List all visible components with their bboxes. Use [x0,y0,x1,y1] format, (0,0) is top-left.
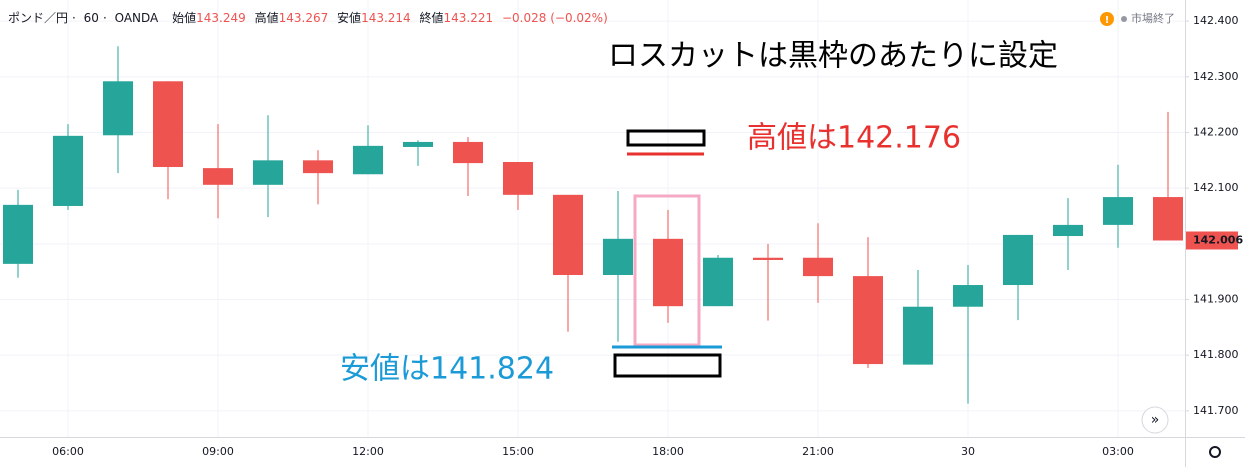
status-dot [1121,16,1127,22]
exchange: OANDA [115,11,159,25]
candle-body [1003,234,1033,286]
candle-body [853,276,883,365]
x-tick-label: 15:00 [502,445,534,458]
candle-body [103,81,133,136]
candle-body [403,141,433,147]
ohlc-label: 始値 [172,10,196,25]
x-tick-label: 18:00 [652,445,684,458]
candle-body [953,285,983,307]
candle-body [1103,197,1133,225]
ohlc-value: 143.267 [279,11,329,25]
ohlc-value: 143.221 [444,11,494,25]
candle-body [553,194,583,276]
candle-body [753,257,783,260]
scroll-button[interactable] [1141,406,1169,434]
y-tick-label: 142.300 [1193,70,1239,83]
chart-header: ポンド／円 · 60 · OANDA 始値143.249 高値143.267 安値1… [8,10,608,25]
ohlc-value: 143.214 [361,11,411,25]
x-tick-label: 21:00 [802,445,834,458]
change: −0.028 (−0.02%) [502,11,608,25]
candle-body [653,238,683,307]
y-tick-label: 142.200 [1193,125,1239,138]
candle-body [253,160,283,185]
candles [3,46,1183,404]
market-status: 市場終了 [1131,11,1175,25]
candle-body [153,81,183,168]
x-tick-label: 09:00 [202,445,234,458]
ohlc-label: 高値 [255,10,279,25]
x-tick-label: 06:00 [52,445,84,458]
last-price-tag [1186,231,1238,250]
separator: · [103,11,107,25]
annotation: 高値は142.176 [747,121,961,156]
stop-box [613,353,722,378]
y-tick-label: 142.400 [1193,14,1239,27]
y-tick-label: 142.100 [1193,181,1239,194]
candle-body [203,168,233,185]
candle-body [503,161,533,195]
separator: · [72,11,76,25]
highlight-box [633,194,701,347]
x-tick-label: 03:00 [1102,445,1134,458]
candle-body [703,257,733,307]
candle-body [1053,224,1083,237]
warning-mark: ! [1105,15,1110,26]
last-price-label: 142.006 [1193,233,1243,246]
candle-body [603,238,633,276]
candle-body [303,160,333,174]
symbol: ポンド／円 [8,11,68,25]
interval: 60 [84,11,99,25]
ohlc-value: 143.249 [196,11,246,25]
warning-icon[interactable] [1100,12,1114,26]
candle-body [53,135,83,206]
candle-body [353,145,383,175]
annotation: ロスカットは黒枠のあたりに設定 [608,39,1058,74]
y-tick-label: 141.700 [1193,404,1239,417]
ohlc-label: 終値 [420,10,444,25]
annotation: 安値は141.824 [340,352,554,387]
ohlc-label: 安値 [337,10,361,25]
x-tick-label: 30 [961,445,975,458]
settings-icon[interactable] [1209,446,1221,458]
y-tick-label: 141.800 [1193,348,1239,361]
candle-body [453,141,483,164]
x-tick-label: 12:00 [352,445,384,458]
scroll-icon: » [1151,412,1160,428]
candle-body [3,204,33,264]
candle-body [1153,197,1183,241]
y-tick-label: 141.900 [1193,292,1239,305]
stop-box [626,129,706,147]
candle-body [803,257,833,277]
candle-body [903,306,933,365]
